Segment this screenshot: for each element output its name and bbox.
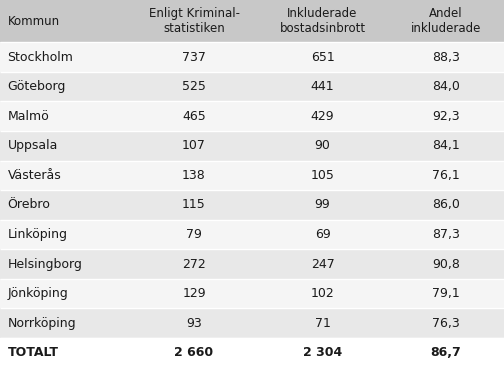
Text: 2 660: 2 660 (174, 346, 214, 359)
FancyBboxPatch shape (0, 0, 131, 42)
FancyBboxPatch shape (388, 42, 504, 72)
FancyBboxPatch shape (131, 0, 257, 42)
Text: 79: 79 (186, 228, 202, 241)
FancyBboxPatch shape (131, 308, 257, 338)
FancyBboxPatch shape (0, 220, 131, 250)
FancyBboxPatch shape (388, 250, 504, 279)
Text: 86,0: 86,0 (432, 198, 460, 212)
FancyBboxPatch shape (131, 160, 257, 190)
Text: Uppsala: Uppsala (8, 139, 58, 152)
Text: 429: 429 (311, 110, 334, 123)
Text: 525: 525 (182, 80, 206, 93)
FancyBboxPatch shape (388, 72, 504, 102)
Text: Jönköping: Jönköping (8, 287, 69, 300)
FancyBboxPatch shape (257, 131, 388, 160)
FancyBboxPatch shape (257, 102, 388, 131)
Text: Örebro: Örebro (8, 198, 50, 212)
Text: Malmö: Malmö (8, 110, 49, 123)
Text: 69: 69 (314, 228, 331, 241)
FancyBboxPatch shape (388, 160, 504, 190)
FancyBboxPatch shape (0, 160, 131, 190)
FancyBboxPatch shape (131, 102, 257, 131)
FancyBboxPatch shape (257, 279, 388, 308)
FancyBboxPatch shape (131, 220, 257, 250)
FancyBboxPatch shape (257, 308, 388, 338)
Text: Andel
inkluderade: Andel inkluderade (411, 7, 481, 35)
Text: 84,0: 84,0 (432, 80, 460, 93)
FancyBboxPatch shape (388, 308, 504, 338)
Text: 71: 71 (314, 317, 331, 330)
Text: 105: 105 (310, 169, 335, 182)
Text: 88,3: 88,3 (432, 51, 460, 64)
FancyBboxPatch shape (131, 190, 257, 220)
Text: 87,3: 87,3 (432, 228, 460, 241)
Text: 90: 90 (314, 139, 331, 152)
FancyBboxPatch shape (388, 279, 504, 308)
FancyBboxPatch shape (257, 338, 388, 368)
FancyBboxPatch shape (0, 72, 131, 102)
FancyBboxPatch shape (388, 0, 504, 42)
Text: 86,7: 86,7 (430, 346, 462, 359)
Text: TOTALT: TOTALT (8, 346, 58, 359)
FancyBboxPatch shape (131, 338, 257, 368)
FancyBboxPatch shape (0, 279, 131, 308)
Text: Helsingborg: Helsingborg (8, 258, 83, 270)
FancyBboxPatch shape (257, 250, 388, 279)
FancyBboxPatch shape (257, 0, 388, 42)
Text: 129: 129 (182, 287, 206, 300)
FancyBboxPatch shape (0, 250, 131, 279)
FancyBboxPatch shape (388, 190, 504, 220)
Text: 465: 465 (182, 110, 206, 123)
FancyBboxPatch shape (131, 250, 257, 279)
FancyBboxPatch shape (257, 160, 388, 190)
FancyBboxPatch shape (0, 190, 131, 220)
Text: 441: 441 (311, 80, 334, 93)
FancyBboxPatch shape (0, 102, 131, 131)
FancyBboxPatch shape (257, 42, 388, 72)
FancyBboxPatch shape (131, 131, 257, 160)
Text: 651: 651 (310, 51, 335, 64)
FancyBboxPatch shape (0, 42, 131, 72)
FancyBboxPatch shape (388, 338, 504, 368)
Text: Västerås: Västerås (8, 169, 61, 182)
Text: 2 304: 2 304 (303, 346, 342, 359)
Text: 93: 93 (186, 317, 202, 330)
Text: 76,3: 76,3 (432, 317, 460, 330)
Text: 737: 737 (182, 51, 206, 64)
Text: 272: 272 (182, 258, 206, 270)
Text: Linköping: Linköping (8, 228, 68, 241)
FancyBboxPatch shape (0, 338, 131, 368)
Text: 90,8: 90,8 (432, 258, 460, 270)
FancyBboxPatch shape (388, 102, 504, 131)
FancyBboxPatch shape (131, 279, 257, 308)
FancyBboxPatch shape (388, 131, 504, 160)
Text: 76,1: 76,1 (432, 169, 460, 182)
FancyBboxPatch shape (257, 190, 388, 220)
Text: 84,1: 84,1 (432, 139, 460, 152)
Text: Enligt Kriminal-
statistiken: Enligt Kriminal- statistiken (149, 7, 239, 35)
Text: Norrköping: Norrköping (8, 317, 76, 330)
FancyBboxPatch shape (0, 308, 131, 338)
FancyBboxPatch shape (257, 220, 388, 250)
Text: 247: 247 (310, 258, 335, 270)
FancyBboxPatch shape (131, 42, 257, 72)
Text: 107: 107 (182, 139, 206, 152)
FancyBboxPatch shape (0, 131, 131, 160)
Text: 79,1: 79,1 (432, 287, 460, 300)
Text: 92,3: 92,3 (432, 110, 460, 123)
Text: 138: 138 (182, 169, 206, 182)
Text: Stockholm: Stockholm (8, 51, 74, 64)
Text: Kommun: Kommun (8, 15, 59, 28)
FancyBboxPatch shape (388, 220, 504, 250)
Text: 99: 99 (314, 198, 331, 212)
Text: Inkluderade
bostadsinbrott: Inkluderade bostadsinbrott (280, 7, 365, 35)
Text: 115: 115 (182, 198, 206, 212)
Text: 102: 102 (310, 287, 335, 300)
Text: Göteborg: Göteborg (8, 80, 66, 93)
FancyBboxPatch shape (257, 72, 388, 102)
FancyBboxPatch shape (131, 72, 257, 102)
